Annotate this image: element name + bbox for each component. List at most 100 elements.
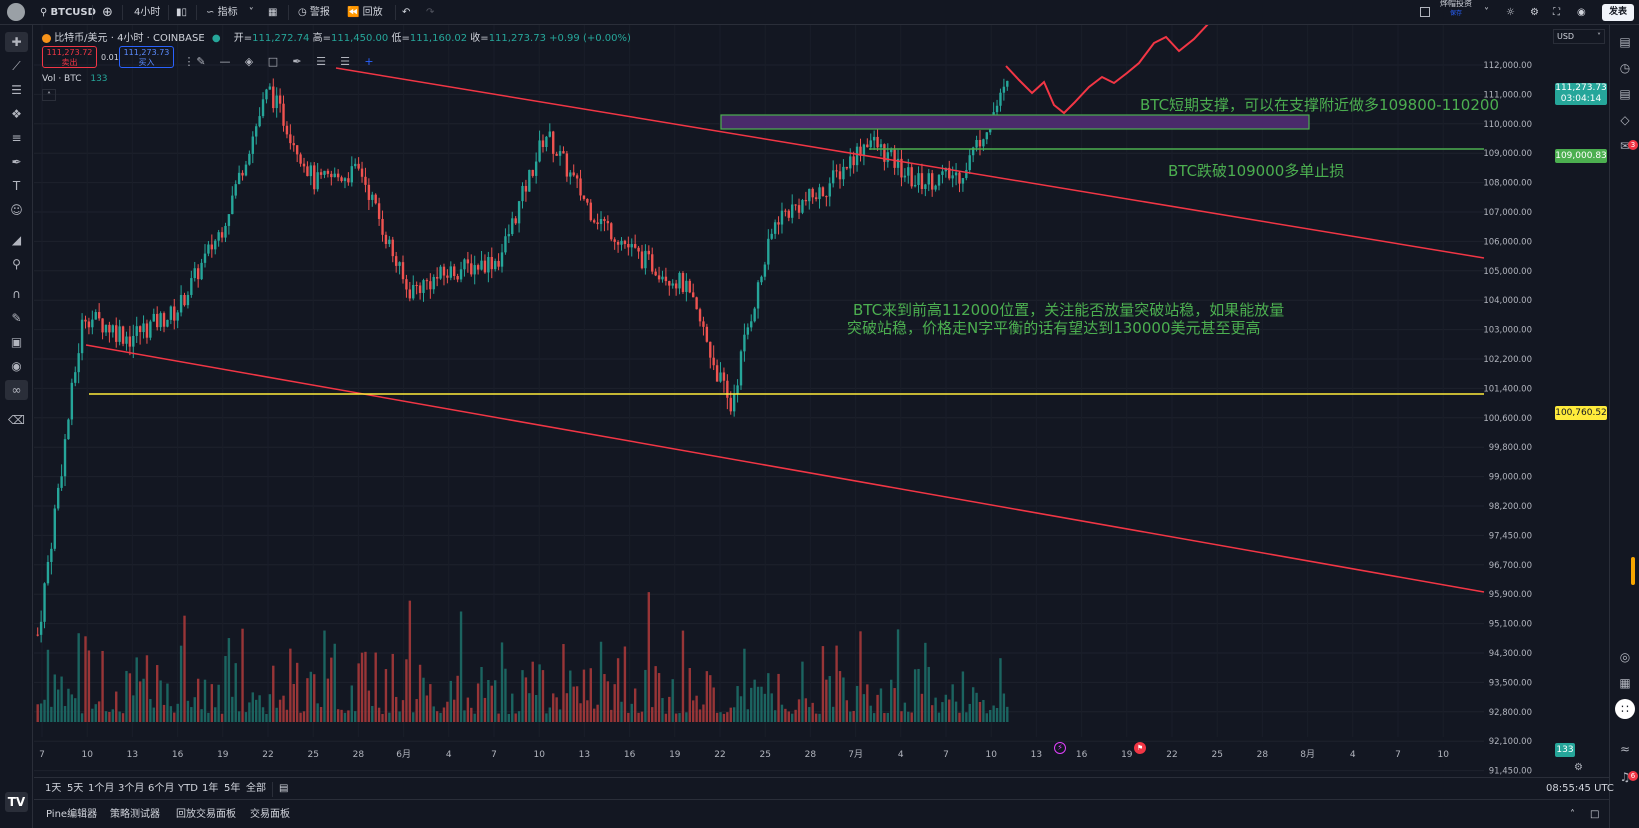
main-note-line1[interactable]: BTC来到前高112000位置，关注能否放量突破站稳，如果能放量: [853, 301, 1285, 319]
lower-trendline[interactable]: [85, 344, 1485, 593]
fill-icon[interactable]: ◈: [244, 55, 254, 68]
sell-button[interactable]: 111,273.72 卖出: [42, 46, 97, 68]
chart-type-button[interactable]: ▮▯: [176, 0, 187, 25]
volume-bar: [633, 688, 637, 722]
fib-icon[interactable]: ☰: [11, 83, 22, 97]
lock-icon[interactable]: ▣: [10, 335, 23, 349]
range-5d[interactable]: 5天: [67, 783, 84, 794]
screenshot-button[interactable]: ◉: [1577, 0, 1586, 25]
avatar[interactable]: [7, 3, 25, 21]
main-note-line2[interactable]: 突破站稳，价格走N字平衡的话有望达到130000美元甚至更高: [847, 319, 1261, 337]
price-tick-label: 103,000.00: [1483, 326, 1532, 336]
forecast-icon[interactable]: ≡: [11, 131, 22, 145]
symbol-search-button[interactable]: ⚲ BTCUSD: [40, 0, 96, 25]
tab-pine-editor[interactable]: Pine编辑器: [46, 809, 98, 820]
projection-path[interactable]: [1005, 25, 1209, 115]
buy-button[interactable]: 111,273.73 买入: [119, 46, 174, 68]
account-menu[interactable]: 烨帽投资 保存: [1440, 0, 1472, 22]
brush-tool-icon[interactable]: ✒: [292, 55, 302, 68]
goto-date-icon[interactable]: ▤: [279, 783, 289, 794]
layers-icon[interactable]: ◇: [1620, 113, 1630, 127]
account-chevron-icon[interactable]: ˅: [1484, 7, 1489, 18]
candle-body: [200, 262, 203, 280]
volume-bar: [644, 669, 647, 722]
range-5y[interactable]: 5年: [224, 783, 241, 794]
emoji-icon[interactable]: ☺: [10, 203, 23, 217]
brush-icon[interactable]: ✒: [11, 155, 22, 169]
upper-trendline[interactable]: [335, 67, 1485, 259]
replay-button[interactable]: ⏪ 回放: [347, 0, 383, 25]
datawindow-icon[interactable]: ▤: [1619, 87, 1631, 101]
trash-icon[interactable]: ⌫: [8, 413, 25, 427]
maximize-panel-icon[interactable]: □: [1590, 809, 1600, 820]
tab-trading-panel[interactable]: 交易面板: [250, 809, 290, 820]
interval-button[interactable]: 4小时: [134, 7, 161, 18]
support-zone-box[interactable]: [720, 114, 1310, 130]
ruler-icon[interactable]: ◢: [11, 233, 22, 247]
trendline-icon[interactable]: ⟋: [12, 59, 21, 73]
stop-note[interactable]: BTC跌破109000多单止损: [1168, 162, 1345, 180]
notifications-icon[interactable]: ♫: [1619, 770, 1631, 784]
fullscreen-button[interactable]: ⛶: [1553, 0, 1560, 25]
scroll-handle[interactable]: [1631, 557, 1635, 585]
settings-button[interactable]: ⚙: [1530, 0, 1539, 25]
tab-replay-trading[interactable]: 回放交易面板: [176, 809, 236, 820]
volume-bar: [572, 686, 575, 722]
legend-title[interactable]: 比特币/美元 · 4小时 · COINBASE: [54, 33, 205, 44]
drag-handle-icon[interactable]: ⋮: [183, 55, 195, 68]
pencil-icon[interactable]: ✎: [196, 55, 206, 68]
eye-icon[interactable]: ◉: [11, 359, 22, 373]
support-note[interactable]: BTC短期支撑，可以在支撑附近做多109800-110200: [1140, 96, 1499, 114]
range-all[interactable]: 全部: [246, 783, 266, 794]
tradingview-logo[interactable]: TV: [5, 792, 28, 812]
range-1d[interactable]: 1天: [45, 783, 62, 794]
publish-button[interactable]: 发表: [1602, 4, 1634, 21]
layout-toggle[interactable]: [1420, 0, 1430, 25]
layouts-button[interactable]: ▦: [268, 0, 277, 25]
magnet-icon[interactable]: ∩: [12, 287, 21, 301]
redo-button[interactable]: ↷: [426, 0, 434, 25]
candle-body: [610, 223, 613, 240]
rectangle-icon[interactable]: □: [267, 55, 279, 68]
event-flag-icon[interactable]: ⚑: [1134, 742, 1146, 754]
settings-lines-icon[interactable]: ☰: [316, 55, 326, 68]
candle-body: [405, 279, 408, 290]
tab-strategy-tester[interactable]: 策略测试器: [110, 809, 160, 820]
chat-icon[interactable]: ✉: [1619, 139, 1631, 153]
currency-button[interactable]: USD ˅: [1553, 29, 1605, 44]
collapse-legend-button[interactable]: ˄: [42, 89, 56, 101]
price-chart[interactable]: 112,000.00 111,000.00 110,000.00 109,000.00…: [34, 25, 1609, 777]
range-6m[interactable]: 6个月: [148, 783, 175, 794]
undo-button[interactable]: ↶: [402, 0, 410, 25]
range-3m[interactable]: 3个月: [118, 783, 145, 794]
target-icon[interactable]: ◎: [1619, 650, 1631, 664]
event-flash-icon[interactable]: ⚡: [1054, 742, 1066, 754]
quick-search-button[interactable]: ☼: [1506, 0, 1515, 25]
signal-icon[interactable]: ≈: [1619, 742, 1631, 756]
link-icon[interactable]: ∞: [5, 380, 28, 400]
range-ytd[interactable]: YTD: [178, 783, 198, 794]
range-1y[interactable]: 1年: [202, 783, 219, 794]
pattern-icon[interactable]: ❖: [11, 107, 22, 121]
plus-icon[interactable]: +: [364, 55, 374, 68]
apps-icon[interactable]: ∷: [1615, 699, 1635, 719]
line-style-icon[interactable]: —: [219, 55, 231, 68]
candle-body: [193, 268, 196, 279]
crosshair-icon[interactable]: ✚: [5, 32, 28, 52]
text-icon[interactable]: T: [12, 179, 21, 193]
lock-drawing-icon[interactable]: ✎: [11, 311, 22, 325]
collapse-panel-icon[interactable]: ˄: [1570, 809, 1575, 820]
candle-body: [842, 166, 845, 180]
indicators-button[interactable]: ∽ 指标 ˅: [206, 0, 254, 25]
calendar-icon[interactable]: ▦: [1619, 676, 1631, 690]
range-1m[interactable]: 1个月: [88, 783, 115, 794]
compare-button[interactable]: ⊕: [102, 0, 113, 25]
sliders-icon[interactable]: ☰: [340, 55, 350, 68]
zoom-icon[interactable]: ⚲: [12, 257, 21, 271]
watchlist-icon[interactable]: ▤: [1619, 35, 1631, 49]
volume-bar: [671, 679, 674, 722]
alarm-clock-icon[interactable]: ◷: [1619, 61, 1631, 75]
scale-settings-icon[interactable]: ⚙: [1574, 762, 1583, 773]
utc-clock[interactable]: 08:55:45 UTC: [1546, 783, 1614, 794]
alert-button[interactable]: ◷ 警报: [298, 0, 330, 25]
